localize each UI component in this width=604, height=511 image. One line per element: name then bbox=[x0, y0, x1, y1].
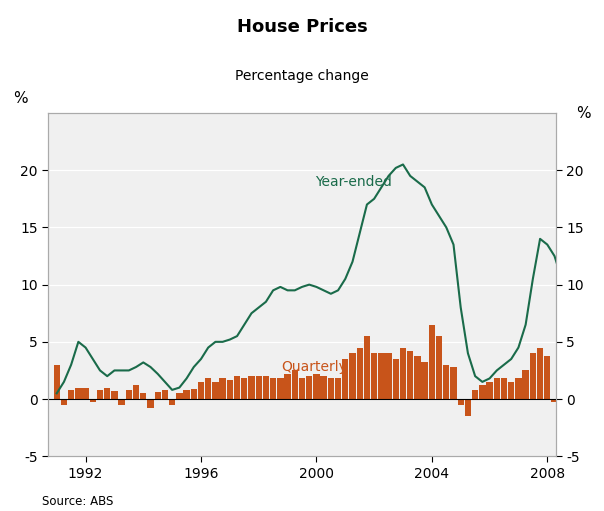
Bar bbox=[140, 393, 146, 399]
Bar bbox=[111, 391, 118, 399]
Bar bbox=[68, 390, 74, 399]
Bar bbox=[393, 359, 399, 399]
Bar bbox=[75, 388, 82, 399]
Bar bbox=[559, 399, 565, 403]
Bar bbox=[530, 353, 536, 399]
Bar bbox=[104, 388, 111, 399]
Bar bbox=[501, 379, 507, 399]
Bar bbox=[54, 365, 60, 399]
Bar bbox=[515, 379, 522, 399]
Bar bbox=[349, 353, 356, 399]
Bar bbox=[198, 382, 204, 399]
Bar bbox=[263, 376, 269, 399]
Bar bbox=[385, 353, 392, 399]
Bar bbox=[443, 365, 449, 399]
Bar bbox=[219, 379, 226, 399]
Text: Source: ABS: Source: ABS bbox=[42, 496, 114, 508]
Bar bbox=[400, 347, 406, 399]
Text: Year-ended: Year-ended bbox=[315, 175, 391, 189]
Bar bbox=[429, 324, 435, 399]
Bar bbox=[544, 356, 550, 399]
Bar bbox=[306, 376, 312, 399]
Bar bbox=[436, 336, 442, 399]
Bar bbox=[356, 347, 363, 399]
Bar bbox=[147, 399, 153, 408]
Bar bbox=[162, 390, 168, 399]
Bar bbox=[226, 380, 233, 399]
Bar bbox=[335, 379, 341, 399]
Bar bbox=[458, 399, 464, 405]
Bar bbox=[378, 353, 385, 399]
Bar bbox=[464, 399, 471, 416]
Bar bbox=[472, 390, 478, 399]
Text: Quarterly: Quarterly bbox=[281, 360, 347, 374]
Bar bbox=[371, 353, 378, 399]
Bar bbox=[328, 379, 334, 399]
Bar bbox=[551, 399, 557, 403]
Bar bbox=[191, 389, 197, 399]
Bar bbox=[508, 382, 515, 399]
Bar bbox=[364, 336, 370, 399]
Bar bbox=[270, 379, 276, 399]
Text: House Prices: House Prices bbox=[237, 18, 367, 36]
Bar bbox=[407, 351, 413, 399]
Bar bbox=[313, 374, 320, 399]
Bar bbox=[255, 376, 262, 399]
Bar bbox=[299, 379, 305, 399]
Bar bbox=[241, 379, 248, 399]
Bar bbox=[414, 356, 420, 399]
Bar bbox=[479, 385, 486, 399]
Bar bbox=[342, 359, 349, 399]
Bar bbox=[205, 379, 211, 399]
Bar bbox=[566, 399, 572, 403]
Y-axis label: %: % bbox=[577, 106, 591, 121]
Bar bbox=[169, 399, 175, 405]
Bar bbox=[133, 385, 140, 399]
Bar bbox=[234, 376, 240, 399]
Bar bbox=[422, 362, 428, 399]
Title: Percentage change: Percentage change bbox=[235, 68, 369, 83]
Bar bbox=[118, 399, 125, 405]
Bar bbox=[61, 399, 67, 405]
Bar bbox=[277, 379, 283, 399]
Bar bbox=[486, 382, 493, 399]
Bar bbox=[97, 390, 103, 399]
Bar bbox=[292, 370, 298, 399]
Bar bbox=[155, 392, 161, 399]
Bar bbox=[176, 393, 182, 399]
Bar bbox=[537, 347, 543, 399]
Bar bbox=[493, 379, 500, 399]
Bar bbox=[248, 376, 255, 399]
Bar bbox=[126, 390, 132, 399]
Bar bbox=[321, 376, 327, 399]
Bar bbox=[522, 370, 529, 399]
Bar bbox=[284, 374, 291, 399]
Bar bbox=[89, 399, 96, 403]
Y-axis label: %: % bbox=[13, 91, 27, 106]
Bar bbox=[184, 390, 190, 399]
Bar bbox=[212, 382, 219, 399]
Bar bbox=[451, 367, 457, 399]
Bar bbox=[82, 388, 89, 399]
